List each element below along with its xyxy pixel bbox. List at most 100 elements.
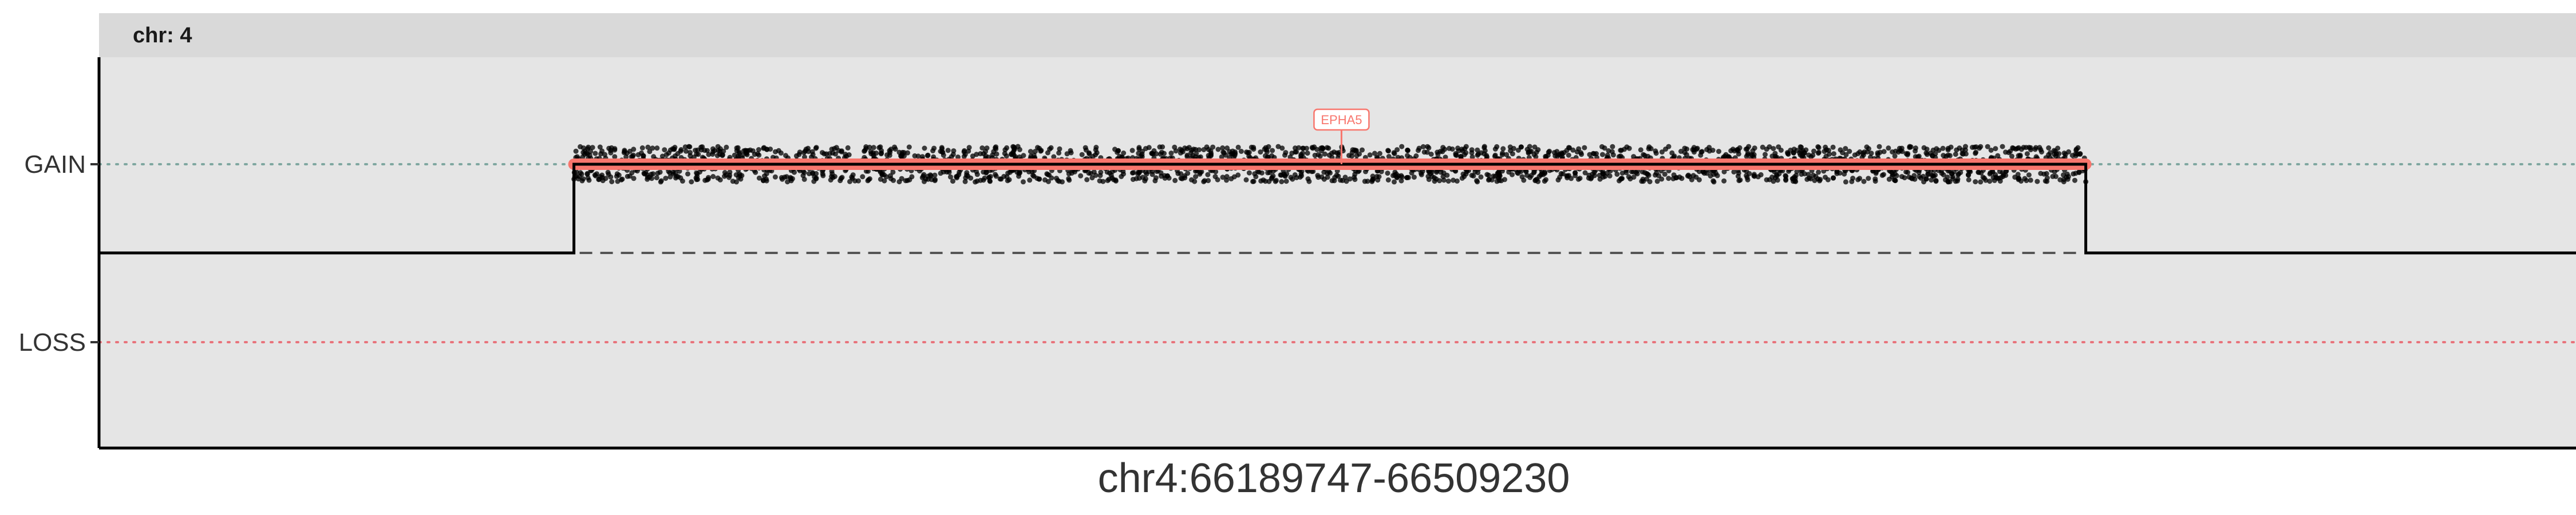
probe-point	[1238, 149, 1244, 154]
probe-point	[1771, 146, 1776, 152]
probe-point	[1917, 173, 1922, 179]
probe-point	[1866, 146, 1871, 152]
probe-point	[734, 179, 739, 185]
probe-point	[813, 145, 819, 151]
probe-point	[1502, 177, 1507, 183]
probe-point	[624, 150, 630, 156]
probe-point	[1500, 146, 1506, 152]
probe-point	[619, 176, 625, 182]
probe-point	[1566, 152, 1571, 158]
probe-point	[1462, 146, 1468, 152]
probe-point	[1026, 169, 1032, 175]
probe-point	[1987, 179, 1993, 184]
probe-point	[1524, 172, 1530, 178]
probe-point	[1654, 179, 1660, 184]
probe-point	[1993, 146, 1998, 152]
probe-point	[1921, 173, 1926, 179]
probe-point	[939, 149, 945, 154]
probe-point	[1941, 172, 1946, 177]
probe-point	[1146, 145, 1152, 150]
probe-point	[782, 175, 788, 180]
probe-point	[1394, 175, 1400, 180]
probe-point	[1743, 146, 1749, 152]
probe-point	[1184, 146, 1190, 152]
probe-point	[797, 149, 803, 155]
probe-point	[629, 154, 634, 160]
probe-point	[1456, 148, 1461, 154]
probe-point	[710, 174, 716, 179]
facet-strip	[99, 13, 2576, 57]
probe-point	[1659, 149, 1665, 155]
probe-point	[1861, 179, 1867, 184]
probe-point	[1021, 153, 1026, 159]
probe-point	[1872, 179, 1878, 184]
probe-point	[1352, 172, 1358, 177]
probe-point	[1531, 170, 1536, 176]
probe-point	[1469, 147, 1475, 153]
probe-point	[1310, 145, 1315, 151]
probe-point	[955, 154, 961, 160]
probe-point	[2016, 145, 2021, 150]
probe-point	[1614, 172, 1620, 177]
probe-point	[761, 145, 767, 150]
probe-point	[1264, 149, 1270, 155]
probe-point	[1097, 178, 1103, 184]
x-axis-label: chr4:66189747-66509230	[1098, 455, 1570, 501]
probe-point	[1619, 171, 1625, 176]
probe-point	[863, 146, 869, 152]
probe-point	[930, 148, 936, 153]
probe-point	[717, 146, 723, 152]
probe-point	[1385, 148, 1391, 153]
probe-point	[1146, 169, 1152, 175]
probe-point	[1834, 171, 1840, 176]
probe-point	[1136, 150, 1141, 156]
probe-point	[1283, 179, 1289, 184]
probe-point	[1463, 171, 1469, 177]
probe-point	[734, 148, 740, 153]
probe-point	[846, 152, 852, 157]
probe-point	[1732, 148, 1737, 154]
probe-point	[922, 145, 927, 151]
probe-point	[1487, 176, 1492, 182]
probe-point	[2000, 144, 2005, 149]
probe-point	[689, 179, 694, 185]
probe-point	[1731, 169, 1737, 175]
probe-point	[1159, 149, 1164, 155]
probe-point	[2055, 145, 2061, 151]
probe-point	[884, 174, 889, 180]
probe-point	[929, 177, 934, 183]
probe-point	[1305, 150, 1310, 156]
probe-point	[1826, 148, 1831, 153]
probe-point	[1666, 176, 1672, 181]
probe-point	[1721, 169, 1727, 175]
probe-point	[1267, 170, 1273, 175]
probe-point	[756, 147, 761, 152]
probe-point	[1367, 152, 1373, 158]
probe-point	[2046, 145, 2052, 150]
probe-point	[1208, 152, 1214, 158]
probe-point	[1618, 153, 1623, 159]
probe-point	[590, 145, 595, 150]
probe-point	[1003, 153, 1009, 159]
probe-point	[1293, 145, 1298, 151]
probe-point	[2073, 153, 2079, 159]
probe-point	[1905, 151, 1911, 156]
probe-point	[896, 179, 902, 185]
probe-point	[1054, 176, 1059, 181]
probe-point	[1990, 175, 1996, 180]
probe-point	[698, 144, 704, 150]
probe-point	[1816, 169, 1822, 175]
probe-point	[1647, 179, 1653, 184]
probe-point	[1192, 146, 1198, 152]
probe-point	[717, 177, 723, 183]
probe-point	[1816, 145, 1822, 150]
probe-point	[1017, 168, 1022, 174]
probe-point	[1551, 150, 1557, 156]
probe-point	[978, 151, 983, 157]
probe-point	[1109, 169, 1115, 175]
probe-point	[1392, 179, 1397, 185]
probe-point	[867, 176, 872, 181]
probe-point	[706, 152, 712, 157]
probe-point	[1399, 144, 1405, 149]
probe-point	[984, 145, 990, 151]
